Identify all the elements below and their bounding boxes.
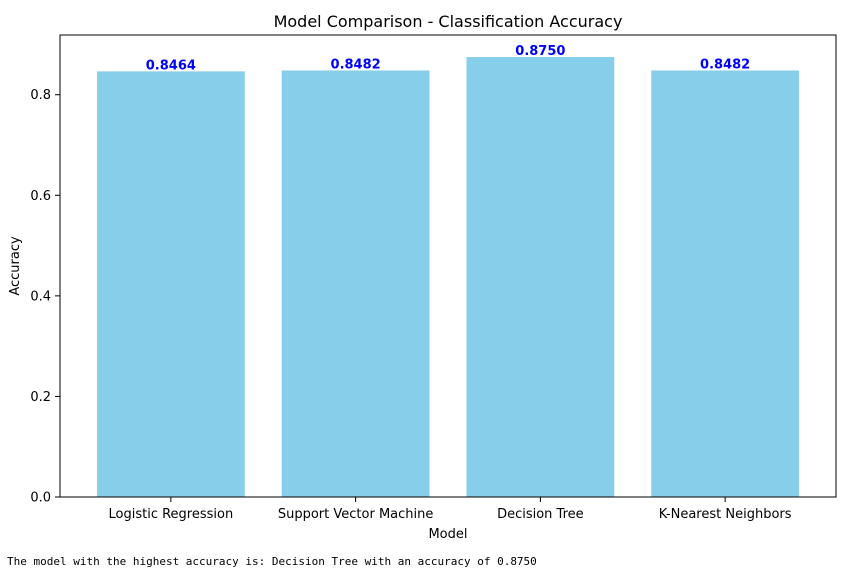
chart-title: Model Comparison - Classification Accura… <box>274 12 623 31</box>
bar <box>651 70 800 498</box>
y-tick-label: 0.6 <box>30 189 51 204</box>
y-tick-label: 0.8 <box>30 88 51 103</box>
x-tick-label: Support Vector Machine <box>278 507 434 522</box>
bar-value-label: 0.8464 <box>146 58 196 73</box>
result-summary-text: The model with the highest accuracy is: … <box>7 555 537 568</box>
bar <box>281 70 430 498</box>
plot-area: 0.0 0.2 0.4 0.6 0.8 Logistic Regression 0.8464… <box>30 44 800 522</box>
bar <box>466 57 615 497</box>
x-tick-label: Logistic Regression <box>109 507 234 522</box>
y-tick-label: 0.2 <box>30 390 51 405</box>
plot-frame <box>59 34 837 498</box>
bar-value-label: 0.8482 <box>331 57 381 72</box>
x-tick-label: Decision Tree <box>497 507 584 522</box>
x-axis-label: Model <box>428 527 467 542</box>
x-tick-label: K-Nearest Neighbors <box>659 507 792 522</box>
y-tick-label: 0.4 <box>30 289 51 304</box>
bar-value-label: 0.8750 <box>515 44 565 59</box>
bar <box>96 71 245 497</box>
y-tick-label: 0.0 <box>30 491 51 506</box>
bar-value-label: 0.8482 <box>700 57 750 72</box>
bar-chart: Model Comparison - Classification Accura… <box>8 12 837 542</box>
y-axis-label: Accuracy <box>8 236 23 296</box>
